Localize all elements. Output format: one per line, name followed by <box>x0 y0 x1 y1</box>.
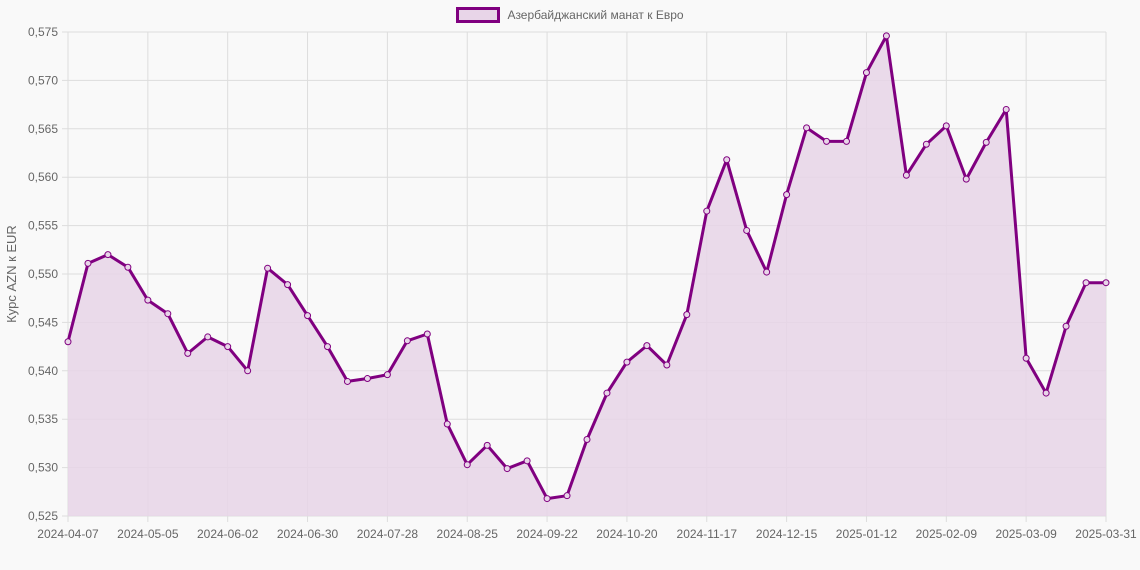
data-point[interactable] <box>862 69 870 77</box>
data-point[interactable] <box>942 122 950 130</box>
data-point[interactable] <box>343 377 351 385</box>
x-tick-label: 2024-11-17 <box>677 527 738 541</box>
data-points <box>64 32 1110 503</box>
data-point[interactable] <box>1042 389 1050 397</box>
data-point[interactable] <box>144 296 152 304</box>
y-tick-label: 0,535 <box>28 412 58 426</box>
x-tick-label: 2025-03-09 <box>995 527 1057 541</box>
data-point[interactable] <box>543 495 551 503</box>
x-tick-label: 2024-06-30 <box>277 527 339 541</box>
data-point[interactable] <box>523 457 531 465</box>
data-point[interactable] <box>1102 279 1110 287</box>
x-axis-ticks: 2024-04-07 2024-05-05 2024-06-02 2024-06-30… <box>37 527 1137 541</box>
data-point[interactable] <box>84 259 92 267</box>
y-tick-label: 0,540 <box>28 364 58 378</box>
data-point[interactable] <box>663 361 671 369</box>
y-axis-ticks: 0,575 0,570 0,565 0,560 0,555 0,550 0,545 0,540… <box>28 25 58 523</box>
y-axis-title: Курс AZN к EUR <box>4 225 19 323</box>
data-point[interactable] <box>902 171 910 179</box>
y-tick-label: 0,545 <box>28 315 58 329</box>
y-tick-label: 0,570 <box>28 73 58 87</box>
y-tick-label: 0,530 <box>28 461 58 475</box>
data-point[interactable] <box>463 461 471 469</box>
data-point[interactable] <box>982 138 990 146</box>
data-point[interactable] <box>443 420 451 428</box>
data-point[interactable] <box>643 342 651 350</box>
data-point[interactable] <box>703 207 711 215</box>
data-point[interactable] <box>1082 279 1090 287</box>
data-point[interactable] <box>1062 322 1070 330</box>
data-point[interactable] <box>224 343 232 351</box>
x-tick-label: 2024-12-15 <box>756 527 818 541</box>
data-point[interactable] <box>64 338 72 346</box>
y-tick-label: 0,565 <box>28 122 58 136</box>
y-tick-label: 0,525 <box>28 509 58 523</box>
data-point[interactable] <box>304 312 312 320</box>
data-point[interactable] <box>104 251 112 259</box>
x-tick-label: 2024-08-25 <box>437 527 499 541</box>
data-point[interactable] <box>1002 105 1010 113</box>
x-tick-label: 2024-07-28 <box>357 527 419 541</box>
data-point[interactable] <box>284 281 292 289</box>
data-point[interactable] <box>363 375 371 383</box>
data-point[interactable] <box>683 311 691 319</box>
legend-label: Азербайджанский манат к Евро <box>507 8 684 22</box>
data-point[interactable] <box>1022 354 1030 362</box>
area-fill <box>68 35 1106 517</box>
data-point[interactable] <box>623 358 631 366</box>
data-point[interactable] <box>383 371 391 379</box>
data-point[interactable] <box>264 264 272 272</box>
data-point[interactable] <box>723 156 731 164</box>
data-point[interactable] <box>563 492 571 500</box>
data-point[interactable] <box>503 465 511 473</box>
x-tick-label: 2025-02-09 <box>916 527 978 541</box>
data-point[interactable] <box>403 337 411 345</box>
y-tick-label: 0,555 <box>28 219 58 233</box>
x-tick-label: 2024-06-02 <box>197 527 259 541</box>
x-tick-label: 2025-03-31 <box>1075 527 1137 541</box>
data-point[interactable] <box>164 310 172 318</box>
data-point[interactable] <box>583 436 591 444</box>
data-point[interactable] <box>423 330 431 338</box>
x-tick-label: 2024-04-07 <box>37 527 99 541</box>
y-tick-label: 0,560 <box>28 170 58 184</box>
data-point[interactable] <box>184 349 192 357</box>
data-point[interactable] <box>783 191 791 199</box>
data-point[interactable] <box>204 333 212 341</box>
y-tick-label: 0,575 <box>28 25 58 39</box>
data-point[interactable] <box>823 137 831 145</box>
x-tick-label: 2024-10-20 <box>596 527 658 541</box>
data-point[interactable] <box>124 263 132 271</box>
data-point[interactable] <box>803 124 811 132</box>
data-point[interactable] <box>603 389 611 397</box>
data-point[interactable] <box>324 343 331 351</box>
x-tick-label: 2024-05-05 <box>117 527 179 541</box>
legend-swatch-icon <box>456 7 501 23</box>
data-point[interactable] <box>244 367 252 375</box>
data-point[interactable] <box>483 441 491 449</box>
x-tick-label: 2024-09-22 <box>516 527 578 541</box>
data-point[interactable] <box>922 140 930 148</box>
data-point[interactable] <box>763 268 771 276</box>
data-point[interactable] <box>743 226 751 234</box>
data-point[interactable] <box>882 32 890 40</box>
legend[interactable]: Азербайджанский манат к Евро <box>0 7 1140 23</box>
data-point[interactable] <box>962 175 970 183</box>
x-tick-label: 2025-01-12 <box>836 527 898 541</box>
data-point[interactable] <box>843 137 850 145</box>
y-tick-label: 0,550 <box>28 267 58 281</box>
